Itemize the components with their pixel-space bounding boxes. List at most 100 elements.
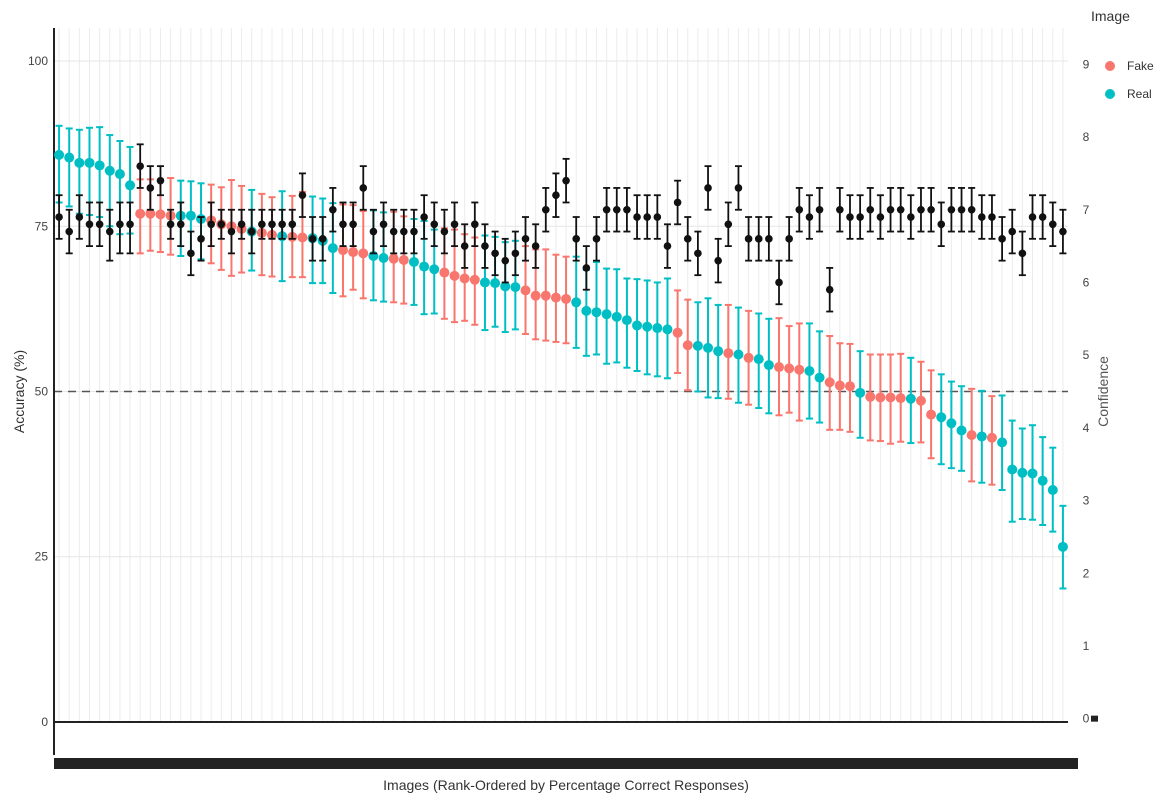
accuracy-point [54, 149, 65, 160]
confidence-point [876, 213, 885, 221]
accuracy-point [114, 169, 125, 180]
accuracy-point [510, 282, 521, 293]
accuracy-point [348, 247, 359, 258]
confidence-point [75, 213, 84, 221]
y2-tick-label: 8 [1083, 130, 1090, 144]
confidence-point [339, 220, 347, 229]
confidence-point [349, 220, 357, 229]
accuracy-point [1017, 467, 1028, 478]
accuracy-point [135, 208, 146, 219]
accuracy-point [733, 349, 744, 360]
y2-axis-label: Confidence [1095, 356, 1111, 427]
accuracy-point [824, 377, 835, 388]
accuracy-point [439, 267, 450, 278]
confidence-point [207, 220, 215, 229]
legend-marker-fake [1105, 61, 1115, 71]
accuracy-point [297, 232, 308, 243]
accuracy-point [571, 297, 582, 308]
accuracy-point [753, 354, 764, 365]
accuracy-point [64, 152, 75, 163]
accuracy-point [672, 327, 683, 338]
x-axis-label: Images (Rank-Ordered by Percentage Corre… [383, 777, 749, 793]
confidence-point [694, 249, 702, 258]
confidence-point [318, 235, 327, 243]
accuracy-point [358, 248, 369, 259]
confidence-point [957, 205, 966, 214]
y2-tick-label: 5 [1083, 348, 1090, 362]
confidence-point [55, 213, 63, 221]
accuracy-point [388, 253, 399, 264]
accuracy-point [956, 425, 967, 436]
accuracy-point [936, 412, 947, 423]
accuracy-point [865, 391, 876, 402]
confidence-point [592, 235, 601, 243]
confidence-point [237, 220, 246, 229]
confidence-point [521, 235, 530, 243]
confidence-point [95, 220, 104, 229]
accuracy-point [763, 360, 774, 371]
confidence-point [754, 235, 763, 243]
confidence-point [85, 220, 94, 229]
accuracy-point [855, 387, 866, 398]
confidence-point [258, 220, 266, 229]
accuracy-point [652, 323, 663, 334]
y-axis-label: Accuracy (%) [11, 350, 27, 433]
confidence-point [491, 249, 499, 258]
confidence-point [65, 227, 74, 236]
confidence-point [460, 242, 469, 250]
confidence-point [775, 278, 783, 287]
confidence-point [683, 235, 692, 243]
y-tick-label: 50 [35, 385, 49, 399]
confidence-point [227, 227, 236, 236]
accuracy-point [905, 393, 916, 404]
accuracy-point [540, 290, 551, 301]
confidence-point [288, 220, 297, 229]
accuracy-point [408, 256, 419, 267]
confidence-point [612, 205, 621, 214]
y-tick-label: 75 [35, 219, 49, 233]
confidence-point [105, 227, 114, 236]
accuracy-point [915, 395, 926, 406]
confidence-point [927, 205, 935, 214]
accuracy-point [84, 157, 95, 168]
accuracy-point [794, 364, 805, 375]
confidence-point [967, 205, 976, 214]
accuracy-point [185, 210, 196, 221]
accuracy-point [966, 430, 977, 441]
accuracy-point [814, 372, 825, 383]
confidence-point [623, 205, 631, 214]
accuracy-point [743, 352, 754, 363]
confidence-point [410, 227, 418, 236]
y2-tick-label: 1 [1083, 639, 1090, 653]
accuracy-point [327, 243, 338, 254]
accuracy-point [621, 315, 632, 326]
confidence-point [298, 191, 307, 200]
confidence-point [1038, 213, 1047, 221]
y2-tick-label: 7 [1083, 203, 1090, 217]
x-axis-category-band [54, 758, 1078, 769]
accuracy-point [723, 348, 734, 359]
confidence-point [430, 220, 439, 229]
accuracy-point [550, 292, 561, 303]
confidence-point [663, 242, 672, 250]
accuracy-point [378, 252, 389, 263]
accuracy-point [885, 392, 896, 403]
accuracy-point [926, 409, 937, 420]
confidence-point [917, 205, 925, 214]
accuracy-point [479, 277, 490, 288]
accuracy-point [74, 157, 85, 168]
accuracy-point [490, 278, 501, 289]
confidence-point [217, 220, 226, 229]
accuracy-point [419, 261, 430, 272]
accuracy-point [459, 273, 470, 284]
accuracy-point [591, 307, 602, 318]
confidence-point [268, 220, 276, 229]
y2-tick-label: 6 [1083, 275, 1090, 289]
confidence-point [1059, 227, 1067, 236]
legend-label-real: Real [1127, 87, 1152, 101]
confidence-point [308, 235, 317, 243]
confidence-point [481, 242, 489, 250]
accuracy-point [834, 380, 845, 391]
accuracy-point [125, 180, 136, 191]
